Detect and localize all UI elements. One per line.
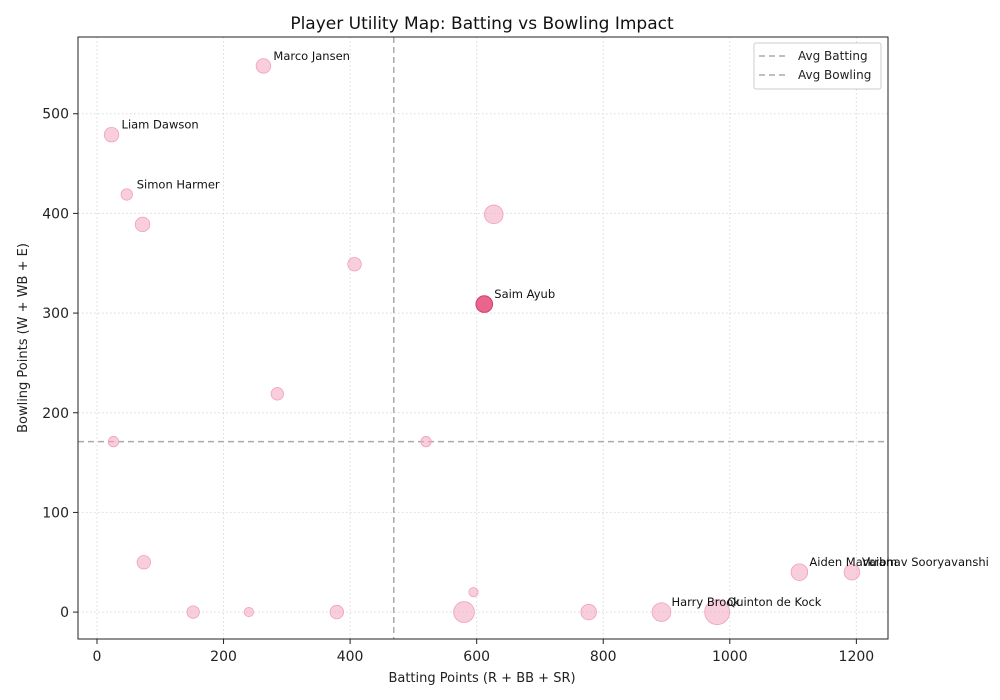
y-tick-label: 300: [42, 306, 69, 322]
data-point: [255, 58, 272, 74]
point-label: Simon Harmer: [137, 177, 220, 191]
data-point: [120, 188, 133, 201]
data-point: [843, 564, 861, 581]
data-point: [103, 126, 120, 143]
y-tick-label: 200: [42, 406, 69, 422]
legend-avg-batting: Avg Batting: [798, 49, 868, 63]
y-tick-label: 0: [60, 605, 69, 621]
x-tick-label: 0: [93, 649, 102, 665]
data-point: [420, 436, 432, 448]
y-tick-label: 400: [42, 206, 69, 222]
data-point: [243, 607, 254, 618]
point-label: Liam Dawson: [122, 118, 199, 132]
x-tick-label: 1000: [712, 649, 748, 665]
data-point: [651, 602, 672, 622]
chart-title: Player Utility Map: Batting vs Bowling I…: [290, 14, 674, 34]
data-point: [186, 605, 200, 619]
data-point: [790, 563, 809, 581]
plot-frame: [77, 36, 889, 640]
x-tick-label: 1200: [839, 649, 875, 665]
data-point: [270, 387, 284, 401]
x-tick-label: 200: [210, 649, 237, 665]
data-point: [468, 587, 479, 598]
data-point: [136, 555, 151, 570]
y-tick-label: 500: [42, 107, 69, 123]
point-label: Aiden Markram: [809, 555, 897, 569]
x-axis-label: Batting Points (R + BB + SR): [388, 671, 575, 686]
y-axis-ticks: 0 100 200 300 400 500: [42, 107, 78, 621]
data-points: [103, 58, 861, 625]
legend-box: [753, 42, 882, 90]
x-tick-label: 600: [463, 649, 490, 665]
y-tick-label: 100: [42, 505, 69, 521]
x-tick-label: 400: [337, 649, 364, 665]
data-point: [453, 601, 475, 623]
legend-avg-bowling: Avg Bowling: [798, 68, 871, 82]
x-axis-ticks: 0 200 400 600 800 1000 1200: [93, 639, 875, 665]
data-point: [580, 603, 597, 621]
data-point: [329, 604, 344, 620]
x-tick-label: 800: [590, 649, 617, 665]
data-point: [134, 216, 151, 233]
data-point: [107, 436, 120, 448]
highlight-point: [475, 295, 494, 313]
point-label: Saim Ayub: [494, 287, 555, 301]
grid-lines: [78, 37, 888, 639]
data-point: [483, 204, 504, 225]
point-label: Vaibhav Sooryavanshi: [862, 555, 989, 569]
average-lines: [78, 37, 888, 639]
data-point: [347, 257, 362, 272]
point-label: Quinton de Kock: [727, 595, 822, 609]
y-axis-label: Bowling Points (W + WB + E): [16, 243, 31, 433]
data-point: [704, 599, 731, 625]
point-label: Harry Brook: [671, 595, 740, 609]
point-label: Marco Jansen: [273, 49, 350, 63]
legend: Avg Batting Avg Bowling: [753, 42, 882, 90]
point-annotations: Marco Jansen Liam Dawson Simon Harmer Saim …: [122, 49, 989, 609]
